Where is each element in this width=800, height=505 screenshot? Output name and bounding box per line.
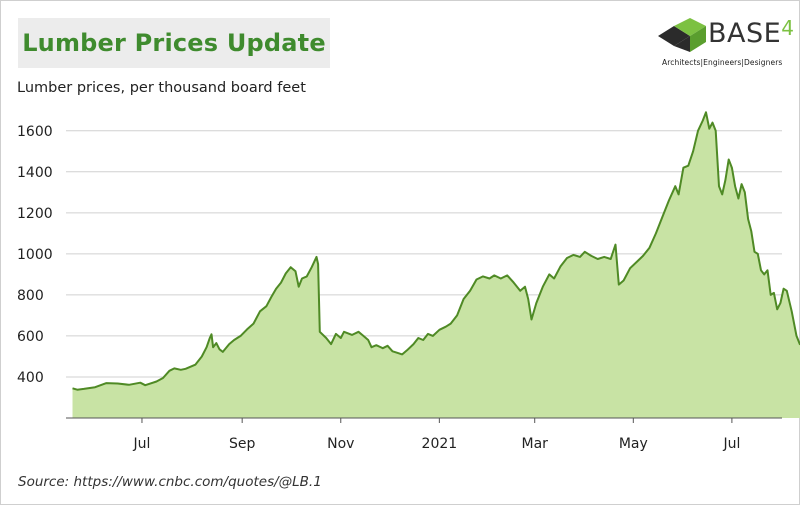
axis-layer [66, 417, 782, 423]
x-tick-label: Mar [522, 436, 549, 452]
price-area-fill [72, 112, 800, 418]
x-tick-label: Sep [229, 436, 256, 452]
area-layer [72, 111, 800, 418]
x-tick-label: 2021 [422, 436, 458, 452]
y-tick-label: 400 [17, 370, 44, 386]
chart-title: Lumber Prices Update [22, 29, 326, 57]
logo-wordmark: BASE4 [708, 16, 795, 49]
y-tick-label: 1000 [17, 247, 53, 263]
source-note: Source: https://www.cnbc.com/quotes/@LB.… [18, 474, 322, 490]
x-tick-label: May [619, 436, 648, 452]
y-tick-label: 1600 [17, 124, 53, 140]
x-tick-label: Jul [133, 436, 151, 452]
logo-name: BASE [708, 18, 782, 49]
x-tick-label: Nov [327, 436, 354, 452]
x-tick-labels: Jul Sep Nov 2021 Mar May Jul [133, 436, 741, 452]
logo-tagline: Architects|Engineers|Designers [662, 58, 783, 67]
y-tick-label: 1400 [17, 165, 53, 181]
price-series-line [72, 111, 800, 391]
cube-logo-icon [658, 18, 706, 52]
chart-subtitle: Lumber prices, per thousand board feet [17, 80, 306, 96]
base4-logo: BASE4 Architects|Engineers|Designers [650, 14, 794, 74]
y-tick-label: 1200 [17, 206, 53, 222]
y-tick-label: 600 [17, 329, 44, 345]
title-box: Lumber Prices Update [18, 18, 330, 68]
y-tick-label: 800 [17, 288, 44, 304]
x-tick-label: Jul [722, 436, 740, 452]
y-tick-labels: 400 600 800 1000 1200 1400 1600 [17, 124, 53, 386]
logo-suffix: 4 [781, 16, 795, 40]
